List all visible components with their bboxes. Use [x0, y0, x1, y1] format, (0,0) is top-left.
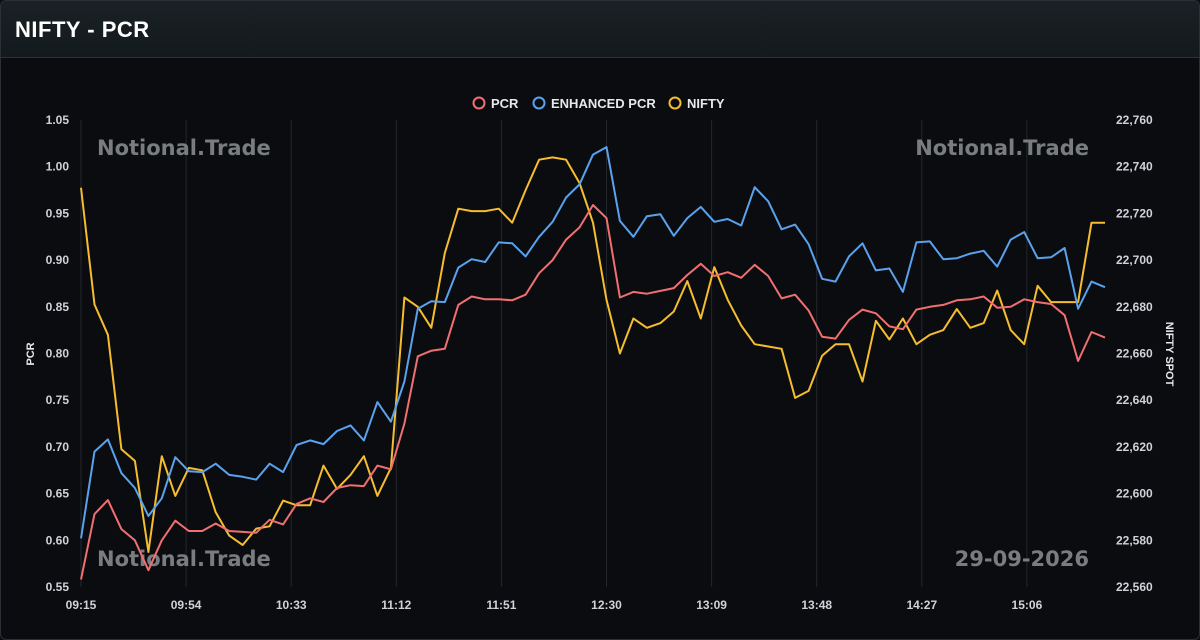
series-line-pcr [80, 204, 1106, 580]
legend-item-pcr[interactable]: PCR [472, 96, 520, 111]
y2-tick-label: 22,680 [1116, 300, 1153, 314]
y-tick-label: 0.75 [46, 393, 70, 407]
x-tick-label: 11:51 [486, 598, 516, 612]
y-tick-label: 0.90 [46, 253, 70, 267]
legend-marker-icon [532, 96, 546, 110]
legend-label: PCR [491, 96, 519, 111]
y2-tick-label: 22,720 [1116, 206, 1153, 220]
y-tick-label: 0.55 [46, 580, 70, 594]
y2-tick-label: 22,740 [1116, 160, 1153, 174]
watermark-top-left: Notional.Trade [97, 136, 271, 160]
y2-axis-label: NIFTY SPOT [1163, 322, 1175, 387]
x-tick-label: 10:33 [276, 598, 307, 612]
watermark-bottom-left: Notional.Trade [97, 547, 271, 571]
y-axis-label: PCR [25, 342, 37, 365]
y-axis-left-ticks: 1.05 1.00 0.95 0.90 0.85 0.80 0.75 0.70 0.65 0.60… [46, 113, 70, 594]
y2-tick-label: 22,660 [1116, 347, 1153, 361]
grid-lines [80, 120, 1028, 587]
x-tick-label: 12:30 [591, 598, 622, 612]
legend-item-nifty[interactable]: NIFTY [668, 96, 725, 111]
y-tick-label: 0.60 [46, 533, 70, 547]
x-tick-label: 09:54 [171, 598, 202, 612]
x-tick-label: 13:09 [696, 598, 727, 612]
series-lines [80, 146, 1106, 580]
y2-tick-label: 22,580 [1116, 533, 1153, 547]
legend-label: NIFTY [687, 96, 725, 111]
y2-tick-label: 22,620 [1116, 440, 1153, 454]
y-tick-label: 1.05 [46, 113, 70, 127]
y-tick-label: 0.65 [46, 487, 70, 501]
series-line-nifty [80, 156, 1105, 553]
y2-tick-label: 22,640 [1116, 393, 1153, 407]
x-tick-label: 14:27 [906, 598, 937, 612]
y-tick-label: 1.00 [46, 160, 70, 174]
y-tick-label: 0.85 [46, 300, 70, 314]
legend[interactable]: PCR ENHANCED PCR NIFTY [472, 96, 725, 111]
x-tick-label: 13:48 [801, 598, 832, 612]
watermark-top-right: Notional.Trade [915, 136, 1089, 160]
y2-tick-label: 22,700 [1116, 253, 1153, 267]
watermarks: Notional.Trade Notional.Trade Notional.T… [97, 136, 1089, 571]
x-tick-label: 09:15 [66, 598, 97, 612]
y-tick-label: 0.80 [46, 347, 70, 361]
x-axis-ticks: 09:15 09:54 10:33 11:12 11:51 12:30 13:09 13:48… [66, 598, 1043, 612]
x-tick-label: 11:12 [381, 598, 411, 612]
series-line-enhanced-pcr [80, 146, 1106, 539]
legend-item-enhanced-pcr[interactable]: ENHANCED PCR [532, 96, 657, 111]
y2-tick-label: 22,760 [1116, 113, 1153, 127]
x-tick-label: 15:06 [1012, 598, 1043, 612]
y-tick-label: 0.70 [46, 440, 70, 454]
y2-tick-label: 22,600 [1116, 487, 1153, 501]
legend-marker-icon [668, 96, 682, 110]
page-title: NIFTY - PCR [15, 17, 150, 42]
y-axis-right-ticks: 22,760 22,740 22,720 22,700 22,680 22,660 22,6… [1116, 113, 1153, 594]
y-tick-label: 0.95 [46, 206, 70, 220]
legend-marker-icon [472, 96, 486, 110]
y2-tick-label: 22,560 [1116, 580, 1153, 594]
legend-label: ENHANCED PCR [551, 96, 656, 111]
watermark-date: 29-09-2026 [955, 547, 1089, 571]
panel-header: NIFTY - PCR [1, 1, 1199, 58]
